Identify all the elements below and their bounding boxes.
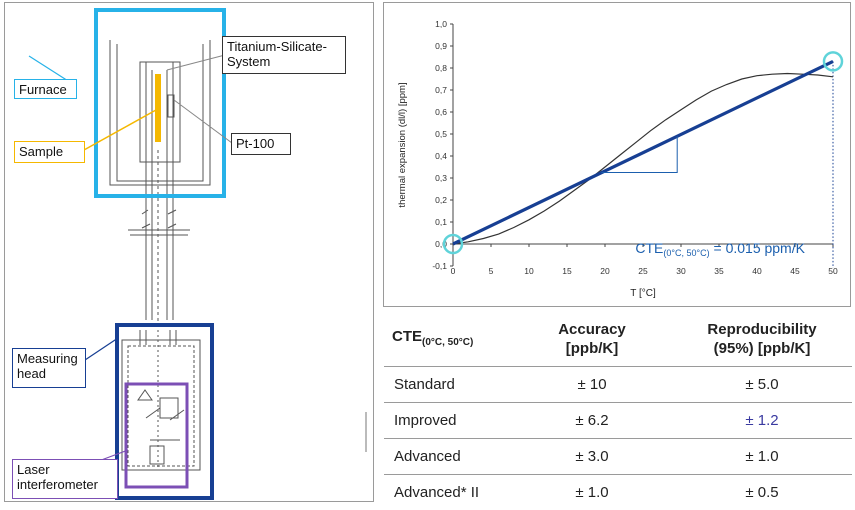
cte-annotation-main: CTE [635, 240, 663, 256]
pt100-label: Pt-100 [231, 133, 291, 155]
x-tick-label: 30 [676, 266, 686, 276]
titanium-silicate-label: Titanium-Silicate- System [222, 36, 346, 74]
row-reproducibility: ± 1.2 [672, 403, 852, 439]
y-tick-label: 0,3 [435, 173, 447, 183]
x-tick-label: 35 [714, 266, 724, 276]
row-name: Advanced [384, 439, 512, 475]
header-repro-line2: (95%) [ppb/K] [714, 340, 811, 357]
laser-interferometer-label: Laser interferometer [12, 459, 118, 499]
row-accuracy: ± 6.2 [512, 403, 672, 439]
secant-line [453, 61, 833, 244]
x-tick-label: 5 [489, 266, 494, 276]
measuring-head-frame [117, 325, 212, 498]
sample-label: Sample [14, 141, 85, 163]
row-accuracy: ± 10 [512, 367, 672, 403]
header-repro-line1: Reproducibility [707, 321, 816, 338]
apparatus-diagram [0, 0, 376, 504]
row-name: Improved [384, 403, 512, 439]
header-reproducibility: Reproducibility (95%) [ppb/K] [672, 312, 852, 367]
cte-annotation: CTE(0°C, 50°C) = 0.015 ppm/K [635, 240, 805, 258]
header-accuracy-line1: Accuracy [558, 321, 626, 338]
table-header-row: CTE(0°C, 50°C) Accuracy [ppb/K] Reproduc… [384, 312, 852, 367]
table-row: Improved ± 6.2 ± 1.2 [384, 403, 852, 439]
x-tick-label: 20 [600, 266, 610, 276]
header-cte-main: CTE [392, 328, 422, 345]
cte-table: CTE(0°C, 50°C) Accuracy [ppb/K] Reproduc… [384, 312, 852, 510]
y-tick-label: 0,9 [435, 41, 447, 51]
header-accuracy: Accuracy [ppb/K] [512, 312, 672, 367]
x-tick-label: 15 [562, 266, 572, 276]
row-reproducibility: ± 5.0 [672, 367, 852, 403]
y-tick-label: 0,1 [435, 217, 447, 227]
y-tick-label: 1,0 [435, 19, 447, 29]
row-reproducibility: ± 0.5 [672, 475, 852, 510]
x-tick-label: 25 [638, 266, 648, 276]
row-name: Advanced* II [384, 475, 512, 510]
x-tick-label: 50 [828, 266, 838, 276]
row-accuracy: ± 3.0 [512, 439, 672, 475]
x-tick-label: 45 [790, 266, 800, 276]
cte-annotation-value: = 0.015 ppm/K [710, 240, 806, 256]
y-tick-label: 0,6 [435, 107, 447, 117]
header-cte-sub: (0°C, 50°C) [422, 337, 473, 348]
table-row: Advanced* II ± 1.0 ± 0.5 [384, 475, 852, 510]
sample-bar [155, 74, 161, 142]
x-tick-label: 0 [451, 266, 456, 276]
y-tick-label: 0,8 [435, 63, 447, 73]
table-row: Advanced ± 3.0 ± 1.0 [384, 439, 852, 475]
cte-annotation-sub: (0°C, 50°C) [663, 248, 709, 258]
expansion-curve [453, 74, 833, 245]
row-name: Standard [384, 367, 512, 403]
x-tick-label: 10 [524, 266, 534, 276]
x-tick-label: 40 [752, 266, 762, 276]
y-tick-label: -0,1 [432, 261, 447, 271]
x-axis-label: T [°C] [630, 288, 656, 299]
row-accuracy: ± 1.0 [512, 475, 672, 510]
y-tick-label: 0,7 [435, 85, 447, 95]
y-tick-label: 0,4 [435, 151, 447, 161]
header-cte: CTE(0°C, 50°C) [384, 312, 512, 367]
row-reproducibility: ± 1.0 [672, 439, 852, 475]
measuring-head-label: Measuring head [12, 348, 86, 388]
y-tick-label: 0,2 [435, 195, 447, 205]
header-accuracy-line2: [ppb/K] [566, 340, 618, 357]
y-tick-label: 0,5 [435, 129, 447, 139]
furnace-label: Furnace [14, 79, 77, 99]
y-axis-label: thermal expansion (dl/l) [ppm] [397, 82, 408, 207]
table-row: Standard ± 10 ± 5.0 [384, 367, 852, 403]
